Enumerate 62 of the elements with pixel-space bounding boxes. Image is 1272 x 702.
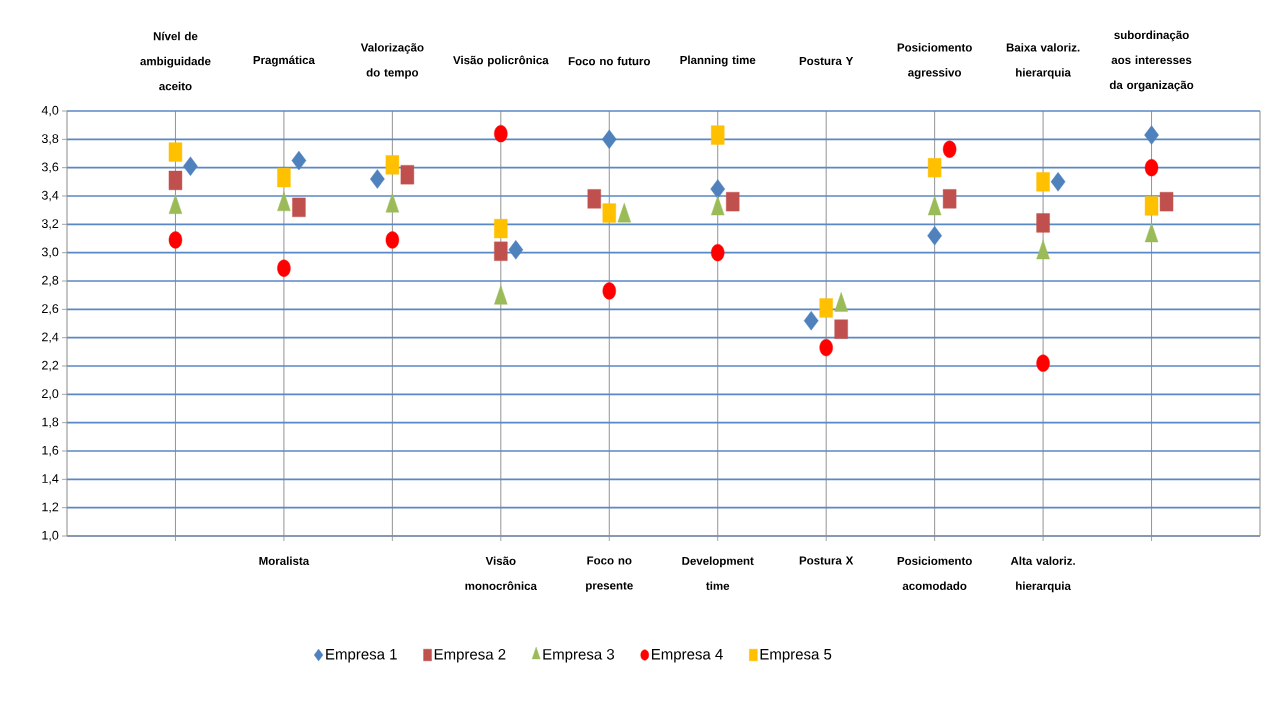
category-label: Foco no presente xyxy=(586,556,633,592)
y-tick-label: 1,2 xyxy=(42,502,59,513)
y-tick-label: 2,2 xyxy=(42,360,59,372)
legend-label: Empresa 3 xyxy=(543,649,615,663)
point xyxy=(819,338,833,357)
text: Nível de ambiguidade aceito xyxy=(140,31,211,91)
point xyxy=(927,158,942,178)
x-tick-label: Moralista xyxy=(259,556,310,565)
y-tick-label: 3,6 xyxy=(41,162,59,173)
point xyxy=(1144,125,1159,145)
y-tick-label: 2,0 xyxy=(42,389,59,400)
y-tick-label: 1,4 xyxy=(42,474,59,485)
point xyxy=(1036,172,1050,192)
point xyxy=(601,129,617,150)
point xyxy=(1036,213,1050,233)
text: Posiciomento agressivo xyxy=(897,43,972,79)
y-tick-label: 2,6 xyxy=(42,304,59,315)
category-label: Alta valoriz. hierarquia xyxy=(1010,556,1075,593)
legend-label: Empresa 4 xyxy=(651,649,723,663)
y-tick-label: 2,8 xyxy=(42,275,59,287)
legend-label: Empresa 2 xyxy=(434,649,506,663)
point xyxy=(385,231,400,249)
y-tick-label: 3,4 xyxy=(41,190,59,202)
text: Valorização do tempo xyxy=(360,43,424,79)
y-tick-label: 3,0 xyxy=(41,247,59,258)
point xyxy=(277,259,291,277)
point xyxy=(385,155,400,175)
x-tick-label: Postura X xyxy=(799,556,854,565)
point xyxy=(602,282,616,300)
text: Baixa valoriz. hierarquia xyxy=(1006,43,1080,79)
text: Pragmática xyxy=(253,55,315,67)
y-tick-label: 1,0 xyxy=(42,530,59,542)
point xyxy=(711,244,725,262)
point xyxy=(168,170,183,191)
point xyxy=(711,125,725,145)
category-label: Development time xyxy=(682,556,754,590)
y-tick-label: 2,4 xyxy=(42,332,59,343)
point xyxy=(602,203,616,223)
category-label: Posiciomento acomodado xyxy=(897,556,972,590)
point xyxy=(494,241,508,261)
point xyxy=(494,125,508,143)
text: Foco no futuro xyxy=(568,56,651,66)
point xyxy=(710,179,726,199)
text: subordinação aos interesses da organização xyxy=(1109,30,1194,92)
y-tick-label: 1,6 xyxy=(42,445,59,457)
legend-label: Empresa 1 xyxy=(326,649,397,663)
point xyxy=(1144,159,1159,177)
category-label: Visão monocrônica xyxy=(465,556,537,590)
y-tick-label: 4,0 xyxy=(41,105,59,117)
point xyxy=(168,142,183,162)
point xyxy=(1036,354,1050,372)
point xyxy=(819,298,833,318)
text: Planning time xyxy=(680,55,756,67)
legend-label: Empresa 5 xyxy=(760,649,832,663)
point xyxy=(927,225,942,246)
y-tick-label: 1,8 xyxy=(42,417,59,428)
text: Visão policrônica xyxy=(453,55,549,67)
y-tick-label: 3,8 xyxy=(41,134,59,145)
y-tick-label: 3,2 xyxy=(41,219,59,230)
point xyxy=(1144,196,1159,216)
text: Postura Y xyxy=(799,56,854,66)
point xyxy=(168,231,183,249)
